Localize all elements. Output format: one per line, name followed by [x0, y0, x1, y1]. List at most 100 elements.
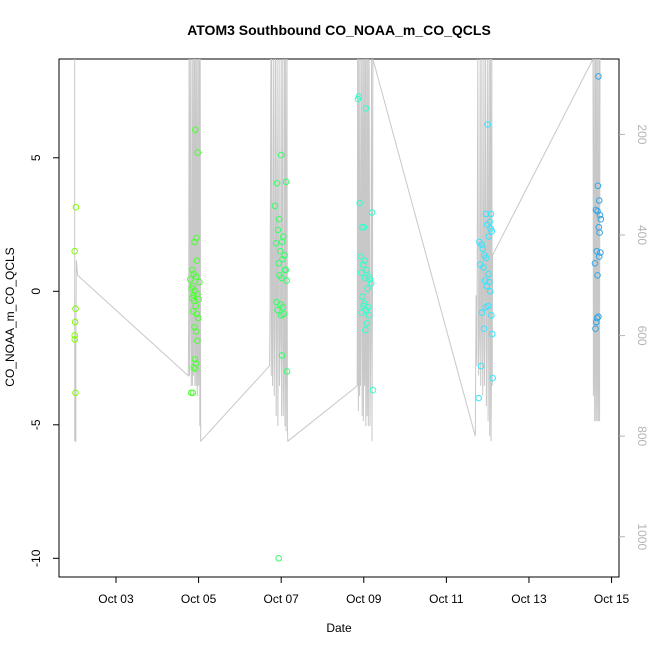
altitude-trace-layer — [74, 58, 601, 443]
data-point — [486, 288, 494, 295]
data-point — [192, 126, 199, 134]
data-point — [192, 273, 200, 280]
y-tick-label: 0 — [29, 288, 43, 295]
x-tick-label: Oct 11 — [429, 592, 464, 606]
data-point — [360, 223, 368, 231]
data-points-layer — [71, 73, 605, 562]
data-point — [355, 93, 363, 100]
data-point — [485, 270, 492, 278]
x-tick-label: Oct 07 — [264, 592, 300, 606]
x-axis-label: Date — [326, 621, 352, 635]
data-point — [71, 336, 78, 343]
data-point — [190, 364, 197, 371]
right-tick-label: 400 — [635, 225, 649, 245]
data-point — [71, 318, 79, 326]
data-point — [477, 362, 485, 370]
data-point — [488, 312, 495, 319]
x-tick-label: Oct 15 — [594, 592, 630, 606]
right-tick-label: 600 — [635, 326, 649, 346]
data-point — [597, 215, 605, 223]
data-point — [362, 326, 369, 334]
data-point — [594, 272, 601, 279]
data-point — [478, 241, 485, 248]
data-point — [191, 238, 198, 246]
data-point — [595, 253, 603, 260]
y-axis: 5 0 -5 -10 — [29, 154, 59, 567]
data-point — [482, 254, 490, 262]
data-point — [358, 309, 366, 317]
data-point — [282, 266, 290, 274]
data-point — [196, 278, 203, 286]
data-point — [283, 277, 290, 284]
data-point — [192, 328, 200, 335]
y-axis-label: CO_NOAA_m_CO_QCLS — [3, 247, 17, 386]
data-point — [480, 325, 488, 333]
data-point — [357, 253, 364, 260]
data-point — [362, 105, 370, 112]
data-point — [277, 151, 285, 159]
chart-title: ATOM3 Southbound CO_NOAA_m_CO_QCLS — [187, 22, 491, 38]
data-point — [274, 306, 281, 314]
data-point — [275, 555, 283, 562]
right-tick-label: 1000 — [635, 523, 649, 550]
y-tick-label: -5 — [29, 419, 43, 430]
right-altitude-axis: 200 400 600 800 1000 — [619, 124, 649, 550]
data-point — [354, 95, 362, 103]
data-point — [592, 206, 600, 214]
data-point — [187, 276, 194, 283]
data-point — [272, 239, 280, 247]
data-point — [193, 310, 201, 318]
data-point — [369, 386, 377, 394]
data-point — [359, 261, 367, 268]
data-point — [194, 149, 202, 156]
data-point — [279, 256, 286, 263]
data-point — [194, 314, 202, 322]
right-tick-label: 200 — [635, 124, 649, 144]
data-point — [71, 332, 78, 339]
data-point — [368, 209, 376, 216]
data-point — [484, 121, 492, 128]
data-point — [72, 389, 79, 397]
data-point — [193, 234, 200, 242]
data-point — [595, 73, 602, 80]
data-point — [195, 296, 202, 303]
data-point — [274, 226, 282, 234]
data-point — [364, 285, 371, 292]
right-tick-label: 800 — [635, 426, 649, 446]
data-point — [485, 233, 493, 240]
data-point — [71, 247, 78, 255]
data-point — [360, 300, 368, 307]
data-point — [282, 178, 290, 186]
data-point — [597, 249, 604, 256]
data-point — [359, 293, 366, 300]
data-point — [484, 221, 491, 228]
data-point — [478, 309, 486, 317]
data-point — [72, 305, 79, 313]
data-point — [480, 264, 487, 271]
data-point — [189, 266, 196, 274]
data-point — [482, 304, 489, 311]
data-point — [482, 210, 490, 218]
data-point — [591, 260, 599, 267]
data-point — [595, 197, 603, 204]
data-point — [487, 210, 495, 218]
data-point — [194, 337, 201, 345]
data-point — [363, 266, 371, 274]
data-point — [358, 269, 365, 276]
data-point — [278, 352, 286, 359]
data-point — [277, 312, 285, 319]
data-point — [488, 330, 496, 338]
data-point — [593, 314, 601, 322]
data-point — [189, 389, 197, 397]
data-point — [278, 274, 285, 282]
data-point — [367, 280, 375, 287]
data-point — [596, 211, 604, 219]
data-point — [275, 215, 283, 223]
data-point — [283, 368, 291, 375]
data-point — [592, 325, 599, 333]
data-point — [279, 304, 287, 311]
data-point — [593, 318, 600, 326]
data-point — [361, 257, 368, 264]
data-point — [191, 324, 198, 331]
x-tick-label: Oct 03 — [98, 592, 134, 606]
